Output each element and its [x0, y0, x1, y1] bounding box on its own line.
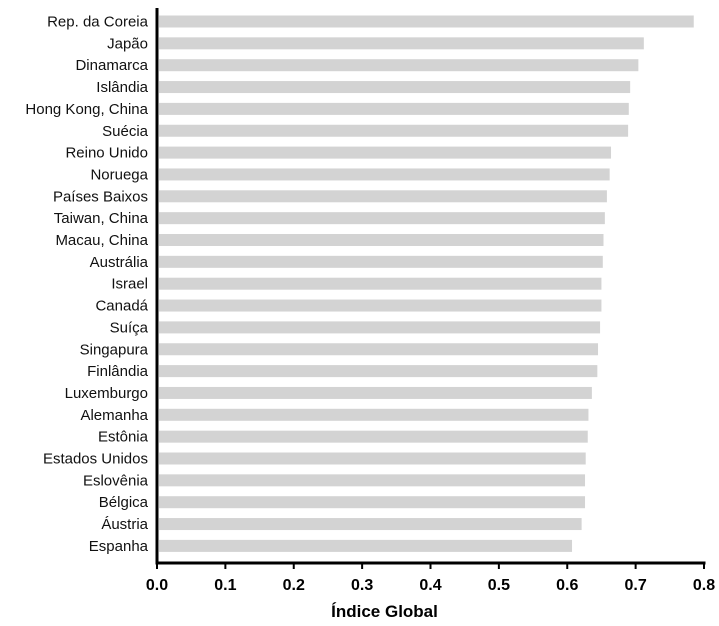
- category-label: Estônia: [98, 429, 149, 446]
- x-ticks-group: 0.0 0.1 0.2 0.3 0.4 0.5 0.6 0.7 0.8: [146, 563, 715, 594]
- category-label: Japão: [107, 35, 148, 52]
- category-label: Alemanha: [80, 407, 148, 424]
- bar: [159, 452, 586, 465]
- category-label: Países Baixos: [53, 188, 148, 205]
- category-label: Áustria: [101, 516, 148, 533]
- bar: [159, 81, 631, 94]
- category-label: Dinamarca: [75, 57, 148, 74]
- bar: [159, 212, 605, 225]
- bar: [159, 343, 599, 356]
- bar: [159, 430, 588, 443]
- category-label: Finlândia: [87, 363, 149, 380]
- category-label: Luxemburgo: [65, 385, 148, 402]
- x-tick-label: 0.0: [146, 577, 168, 594]
- x-tick-label: 0.5: [488, 577, 510, 594]
- bar: [159, 124, 629, 137]
- bar: [159, 190, 607, 203]
- category-label: Estados Unidos: [43, 451, 148, 468]
- bar: [159, 365, 598, 378]
- category-label: Bélgica: [99, 494, 149, 511]
- category-label: Reino Unido: [65, 145, 148, 162]
- bar: [159, 277, 602, 290]
- bar: [159, 539, 573, 552]
- category-label: Taiwan, China: [54, 210, 149, 227]
- x-tick-label: 0.4: [419, 577, 441, 594]
- x-tick-label: 0.8: [693, 577, 715, 594]
- category-label: Espanha: [89, 538, 149, 555]
- bar: [159, 255, 603, 268]
- x-tick-label: 0.7: [625, 577, 647, 594]
- bar: [159, 146, 612, 159]
- category-label: Suíça: [110, 319, 149, 336]
- x-tick-label: 0.2: [283, 577, 305, 594]
- category-label: Singapura: [80, 341, 149, 358]
- bar: [159, 234, 604, 246]
- bar: [159, 299, 602, 312]
- category-label: Islândia: [96, 79, 148, 96]
- x-tick-label: 0.1: [214, 577, 236, 594]
- category-labels-group: Rep. da Coreia Japão Dinamarca Islândia Hong…: [25, 14, 148, 555]
- x-tick-label: 0.3: [351, 577, 373, 594]
- bar: [159, 321, 601, 334]
- bar: [159, 496, 586, 509]
- category-label: Macau, China: [55, 232, 148, 249]
- bar: [159, 386, 592, 399]
- bar: [159, 168, 610, 181]
- x-tick-label: 0.6: [556, 577, 578, 594]
- category-label: Austrália: [90, 254, 149, 271]
- x-axis-title: Índice Global: [331, 602, 438, 621]
- category-label: Rep. da Coreia: [47, 14, 149, 31]
- bar: [159, 474, 586, 487]
- bar: [159, 408, 589, 421]
- bar: [159, 15, 694, 28]
- bar: [159, 59, 639, 72]
- category-label: Eslovênia: [83, 472, 149, 489]
- bar: [159, 102, 629, 115]
- category-label: Hong Kong, China: [25, 101, 148, 118]
- category-label: Noruega: [90, 166, 148, 183]
- bars-group: [159, 15, 694, 552]
- category-label: Suécia: [102, 123, 149, 140]
- category-label: Canadá: [95, 298, 148, 315]
- bar: [159, 37, 644, 50]
- category-label: Israel: [111, 276, 148, 293]
- bar: [159, 518, 582, 531]
